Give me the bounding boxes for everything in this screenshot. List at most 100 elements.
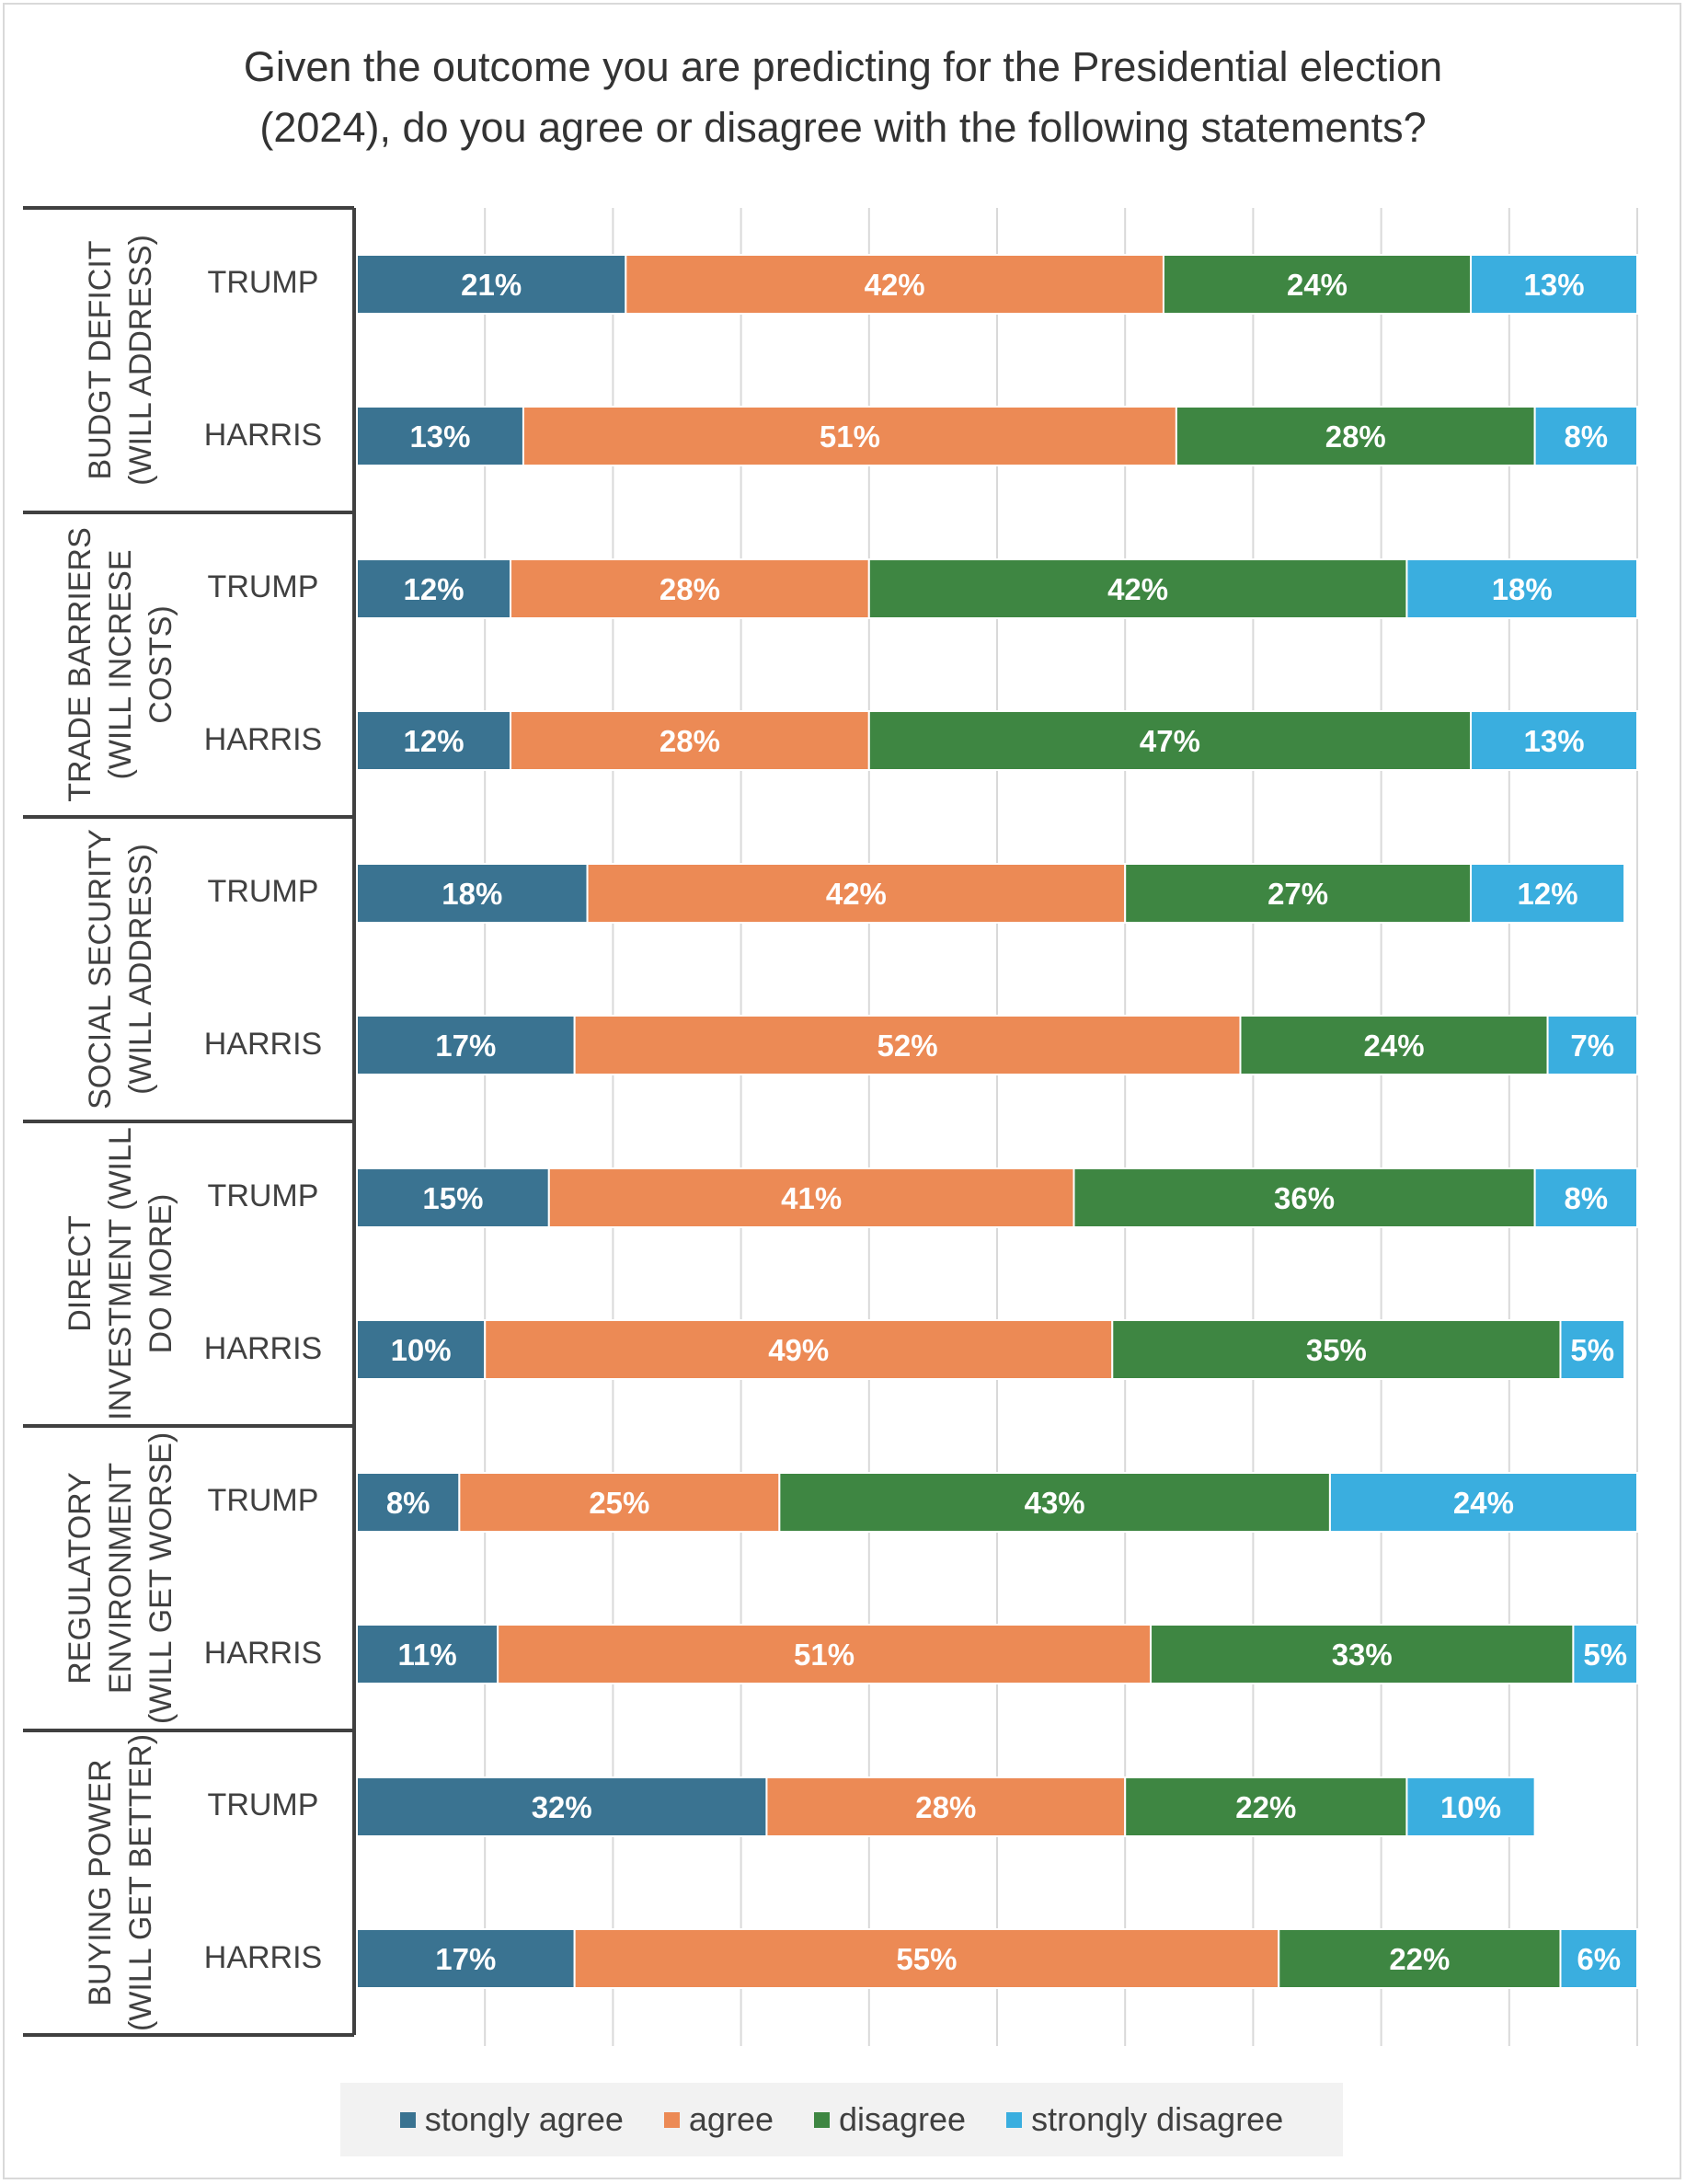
chart-title-line-2: (2024), do you agree or disagree with th… — [259, 104, 1427, 151]
data-label: 51% — [820, 420, 880, 454]
data-label: 12% — [403, 724, 464, 758]
bar-segment — [356, 1167, 550, 1228]
data-label: 42% — [865, 268, 925, 302]
bar-segment — [484, 1319, 1114, 1380]
data-label: 32% — [532, 1790, 592, 1824]
data-label: 5% — [1570, 1333, 1614, 1367]
group-label-line: (WILL INCRESE — [103, 549, 138, 779]
data-label: 28% — [1325, 420, 1386, 454]
bar-segment — [586, 863, 1127, 924]
legend: stongly agree agree disagree strongly di… — [340, 2083, 1343, 2156]
group-label-line: (WILL GET WORSE) — [143, 1432, 178, 1724]
data-label: 17% — [435, 1029, 496, 1063]
bar-segment — [867, 558, 1408, 619]
group-label: BUYING POWER (WILL GET BETTER) — [83, 1734, 158, 2031]
data-label: 8% — [1564, 1181, 1608, 1215]
data-label: 22% — [1235, 1790, 1296, 1824]
data-label: 12% — [403, 572, 464, 606]
group-label-line: REGULATORY — [63, 1472, 97, 1684]
data-label: 24% — [1453, 1486, 1514, 1520]
row-label: TRUMP — [208, 265, 319, 300]
data-label: 10% — [1440, 1790, 1501, 1824]
bar-segment — [356, 1624, 499, 1684]
group-label-line: (WILL ADDRESS) — [123, 844, 158, 1095]
bar-segment — [1111, 1319, 1562, 1380]
legend-item-strongly-agree: stongly agree — [399, 2100, 624, 2139]
group-label-line: SOCIAL SECURITY — [83, 829, 118, 1109]
group-label: REGULATORY ENVIRONMENT (WILL GET WORSE) — [63, 1432, 178, 1724]
legend-label: disagree — [838, 2100, 967, 2138]
data-label: 22% — [1389, 1942, 1450, 1976]
data-label: 21% — [461, 268, 522, 302]
bar-segment — [497, 1624, 1153, 1684]
bar-segment — [625, 254, 1164, 315]
group-label-line: ENVIRONMENT — [103, 1463, 138, 1694]
row-label: TRUMP — [208, 874, 319, 909]
data-label: 7% — [1570, 1029, 1614, 1063]
bar-segment — [1124, 863, 1473, 924]
data-label: 28% — [659, 572, 720, 606]
bar-segment — [1150, 1624, 1575, 1684]
data-label: 13% — [409, 420, 470, 454]
row-label: TRUMP — [208, 1178, 319, 1213]
legend-item-agree: agree — [663, 2100, 774, 2139]
bar-segment — [356, 863, 589, 924]
data-label: 28% — [915, 1790, 976, 1824]
data-label: 12% — [1518, 877, 1578, 911]
data-label: 15% — [422, 1181, 483, 1215]
bar-segment — [356, 406, 524, 466]
bar-segment — [510, 710, 870, 771]
data-label: 51% — [794, 1638, 854, 1672]
legend-label: stongly agree — [424, 2100, 624, 2138]
data-label: 17% — [435, 1942, 496, 1976]
bar-segment — [356, 1776, 768, 1837]
data-label: 6% — [1577, 1942, 1621, 1976]
bar-segment — [356, 558, 512, 619]
row-label: HARRIS — [204, 1331, 322, 1366]
row-label: TRUMP — [208, 1483, 319, 1518]
row-label: HARRIS — [204, 418, 322, 453]
data-label: 10% — [391, 1333, 452, 1367]
row-label: HARRIS — [204, 1636, 322, 1671]
legend-swatch — [1006, 2111, 1023, 2128]
bar-segment — [778, 1472, 1331, 1533]
legend-background — [340, 2083, 1343, 2156]
group-label: SOCIAL SECURITY (WILL ADDRESS) — [83, 829, 158, 1109]
bar-segment — [1559, 1319, 1626, 1380]
bar-segment — [1405, 558, 1638, 619]
group-label-line: INVESTMENT (WILL — [103, 1127, 138, 1420]
data-label: 49% — [768, 1333, 829, 1367]
row-label: TRUMP — [208, 569, 319, 604]
group-label-line: BUYING POWER — [83, 1759, 118, 2006]
data-label: 8% — [386, 1486, 430, 1520]
group-label-line: TRADE BARRIERS — [63, 527, 97, 802]
bar-segment — [1470, 863, 1626, 924]
legend-label: strongly disagree — [1031, 2100, 1284, 2138]
data-label: 42% — [1107, 572, 1168, 606]
bar-segment — [1124, 1776, 1408, 1837]
row-label: HARRIS — [204, 722, 322, 757]
group-label: BUDGT DEFICIT (WILL ADDRESS) — [83, 235, 158, 486]
data-label: 18% — [1492, 572, 1553, 606]
data-label: 28% — [659, 724, 720, 758]
legend-label: agree — [688, 2100, 774, 2138]
bar-segment — [1239, 1015, 1549, 1075]
bar-segment — [356, 710, 512, 771]
data-label: 8% — [1564, 420, 1608, 454]
legend-swatch — [813, 2111, 830, 2128]
data-label: 5% — [1583, 1638, 1627, 1672]
bar-segment — [1405, 1776, 1536, 1837]
bar-segment — [1470, 254, 1639, 315]
legend-item-strongly-disagree: strongly disagree — [1006, 2100, 1283, 2139]
data-label: 47% — [1140, 724, 1200, 758]
bar-segment — [1162, 254, 1473, 315]
data-label: 11% — [397, 1638, 456, 1672]
data-label: 18% — [442, 877, 502, 911]
legend-swatch — [399, 2111, 416, 2128]
bar-segment — [1546, 1015, 1639, 1075]
data-label: 55% — [896, 1942, 957, 1976]
bar-segment — [573, 1928, 1280, 1989]
bar-segment — [1533, 1167, 1639, 1228]
group-label-line: (WILL ADDRESS) — [123, 235, 158, 486]
